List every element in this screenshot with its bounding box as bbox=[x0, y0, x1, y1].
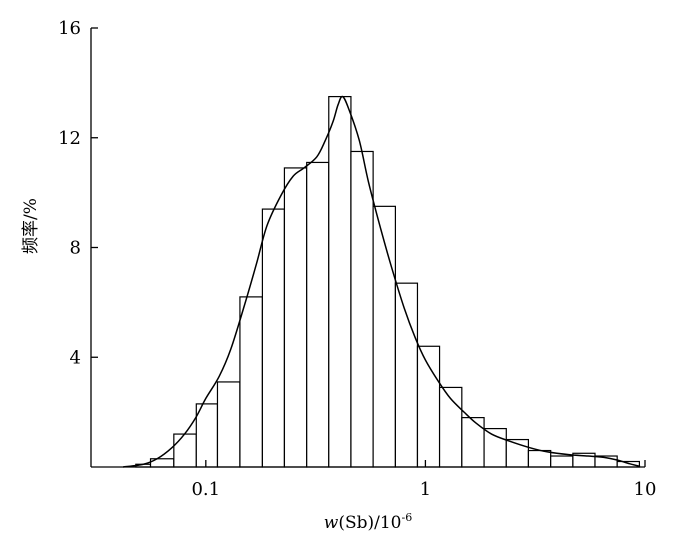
histogram-bar bbox=[394, 282, 419, 468]
x-axis-ticks: 0.1 1 10 bbox=[191, 460, 656, 500]
histogram-bar bbox=[550, 455, 574, 468]
histogram-bar bbox=[216, 381, 241, 468]
histogram-bar bbox=[328, 95, 352, 468]
x-tick-label: 10 bbox=[634, 479, 657, 500]
y-axis-title: 频率/% bbox=[21, 198, 41, 254]
x-axis-title-variable: w bbox=[324, 513, 339, 533]
x-axis-title-text: (Sb)/10 bbox=[338, 513, 401, 533]
fitted-distribution-curve bbox=[122, 95, 641, 468]
x-tick-label: 0.1 bbox=[191, 479, 220, 500]
histogram-bar bbox=[483, 427, 507, 468]
y-tick-label: 12 bbox=[58, 128, 81, 149]
histogram-bar bbox=[173, 433, 197, 468]
y-axis-ticks: 4 8 12 16 bbox=[58, 18, 98, 368]
histogram-bar bbox=[350, 150, 374, 468]
x-tick-label: 1 bbox=[420, 479, 431, 500]
histogram-bar bbox=[461, 417, 485, 468]
histogram-bar bbox=[239, 296, 263, 468]
x-axis-title: w(Sb)/10-6 bbox=[324, 511, 412, 533]
histogram-bar bbox=[306, 161, 330, 468]
histogram-bar bbox=[372, 205, 397, 468]
histogram-bar bbox=[261, 208, 286, 468]
y-tick-label: 4 bbox=[70, 347, 81, 368]
y-tick-label: 16 bbox=[58, 18, 81, 39]
histogram-bars bbox=[135, 95, 640, 468]
x-axis-title-superscript: -6 bbox=[402, 511, 413, 524]
histogram-bar bbox=[195, 403, 219, 468]
y-tick-label: 8 bbox=[70, 238, 81, 259]
histogram-bar bbox=[283, 167, 308, 468]
histogram-bar bbox=[527, 449, 552, 468]
